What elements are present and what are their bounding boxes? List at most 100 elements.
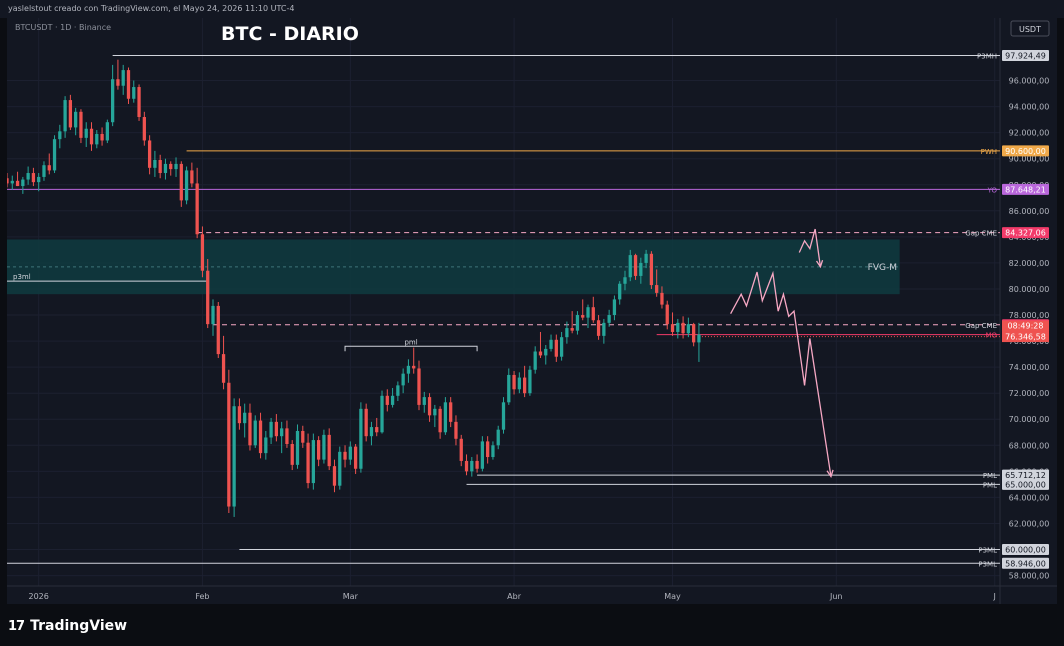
candle-body	[338, 451, 342, 486]
candle-body	[343, 451, 347, 460]
candle-body	[158, 160, 162, 174]
candle-body	[142, 117, 146, 141]
candle-body	[501, 402, 506, 430]
candle-body	[221, 354, 226, 383]
candle-body	[533, 351, 537, 370]
price-tick-label: 86.000,00	[1009, 207, 1050, 216]
countdown-label: 08:49:28	[1008, 322, 1044, 331]
brand: 17 TradingView	[8, 614, 127, 638]
candle-body	[618, 283, 622, 300]
candle-body	[559, 337, 564, 357]
candle-body	[232, 406, 236, 507]
candle-body	[316, 440, 321, 460]
price-tick-label: 74.000,00	[1009, 363, 1050, 372]
price-chart[interactable]: FVG-M p3ml pml P3MH PWH YO Gap CME Gap CME MO PM…	[5, 18, 1057, 604]
candle-body	[681, 322, 685, 334]
candle-body	[433, 408, 437, 416]
candle-body	[353, 446, 358, 469]
candle-body	[95, 133, 99, 145]
projection-path	[798, 228, 822, 267]
candle-body	[438, 408, 442, 433]
candle-body	[385, 395, 389, 405]
time-axis[interactable]: 2026 Feb Mar Abr May Jun J	[29, 592, 996, 601]
candle-body	[243, 412, 247, 424]
candle-body	[686, 324, 691, 334]
candle-body	[486, 441, 490, 458]
pml-inline-line	[344, 345, 478, 352]
candle-body	[480, 441, 485, 469]
candle-body	[121, 70, 125, 86]
candle-body	[5, 178, 9, 184]
candle-body	[327, 434, 331, 467]
price-tag-label: 97.924,49	[1005, 51, 1046, 60]
level-label: P3ML	[978, 560, 997, 568]
candle-body	[470, 460, 474, 472]
price-axis[interactable]: 58.000,0060.000,0062.000,0064.000,0066.0…	[1002, 49, 1050, 581]
price-tick-label: 78.000,00	[1009, 311, 1050, 320]
price-tick-label: 96.000,00	[1009, 77, 1050, 86]
candle-body	[586, 307, 590, 318]
candle-body	[195, 183, 199, 235]
candle-body	[517, 377, 521, 390]
price-tag	[1002, 544, 1049, 556]
candle-body	[274, 421, 279, 437]
candle-body	[42, 165, 46, 177]
candle-body	[190, 170, 194, 184]
candle-body	[665, 304, 669, 325]
candle-body	[348, 446, 352, 460]
p3ml-inline-label: p3ml	[13, 273, 31, 281]
candle-body	[649, 253, 654, 286]
candle-body	[295, 430, 300, 465]
candle-body	[301, 430, 305, 443]
projection-arrowhead	[826, 469, 834, 479]
level-label: Gap CME	[965, 230, 997, 238]
candle-body	[306, 442, 310, 484]
candle-body	[52, 139, 57, 171]
candle-body	[565, 328, 569, 338]
currency-label: USDT	[1019, 25, 1041, 34]
candle-body	[396, 385, 400, 396]
candle-body	[655, 285, 659, 293]
candle-body	[591, 307, 595, 321]
last-price-tag	[1002, 331, 1049, 343]
candle-body	[285, 428, 289, 444]
candle-body	[369, 427, 374, 437]
candle-body	[264, 437, 268, 454]
candle-body	[528, 369, 532, 394]
price-tag-label: 65.712,12	[1005, 471, 1046, 480]
last-price-label: 76.346,58	[1005, 333, 1046, 342]
candle-body	[269, 421, 273, 438]
candle-body	[63, 100, 67, 132]
price-tag-label: 84.327,06	[1005, 229, 1046, 238]
candle-body	[174, 163, 178, 170]
price-tag	[1002, 478, 1049, 490]
price-tick-label: 58.000,00	[1009, 572, 1050, 581]
candle-body	[491, 445, 495, 458]
candle-body	[58, 131, 62, 140]
candle-body	[443, 402, 448, 433]
candle-body	[15, 180, 20, 187]
candle-body	[507, 374, 511, 403]
price-tick-label: 92.000,00	[1009, 129, 1050, 138]
candle-body	[84, 128, 88, 138]
candle-body	[237, 406, 242, 424]
candle-body	[311, 440, 315, 484]
candle-body	[496, 429, 500, 446]
countdown-tag	[1002, 320, 1049, 332]
candle-body	[380, 395, 384, 433]
level-label: PML	[983, 472, 997, 480]
candle-body	[602, 322, 606, 336]
price-tick-label: 64.000,00	[1009, 493, 1050, 502]
candle-body	[132, 87, 136, 99]
currency-box[interactable]	[1010, 20, 1050, 37]
candle-body	[227, 382, 231, 507]
level-label: Gap CME	[965, 322, 997, 330]
candle-body	[639, 262, 643, 276]
price-tag	[1002, 145, 1049, 157]
candle-body	[79, 111, 83, 138]
candle-body	[612, 299, 617, 316]
projection-arrowhead	[815, 259, 824, 269]
candle-body	[475, 460, 479, 469]
candle-body	[253, 420, 257, 446]
